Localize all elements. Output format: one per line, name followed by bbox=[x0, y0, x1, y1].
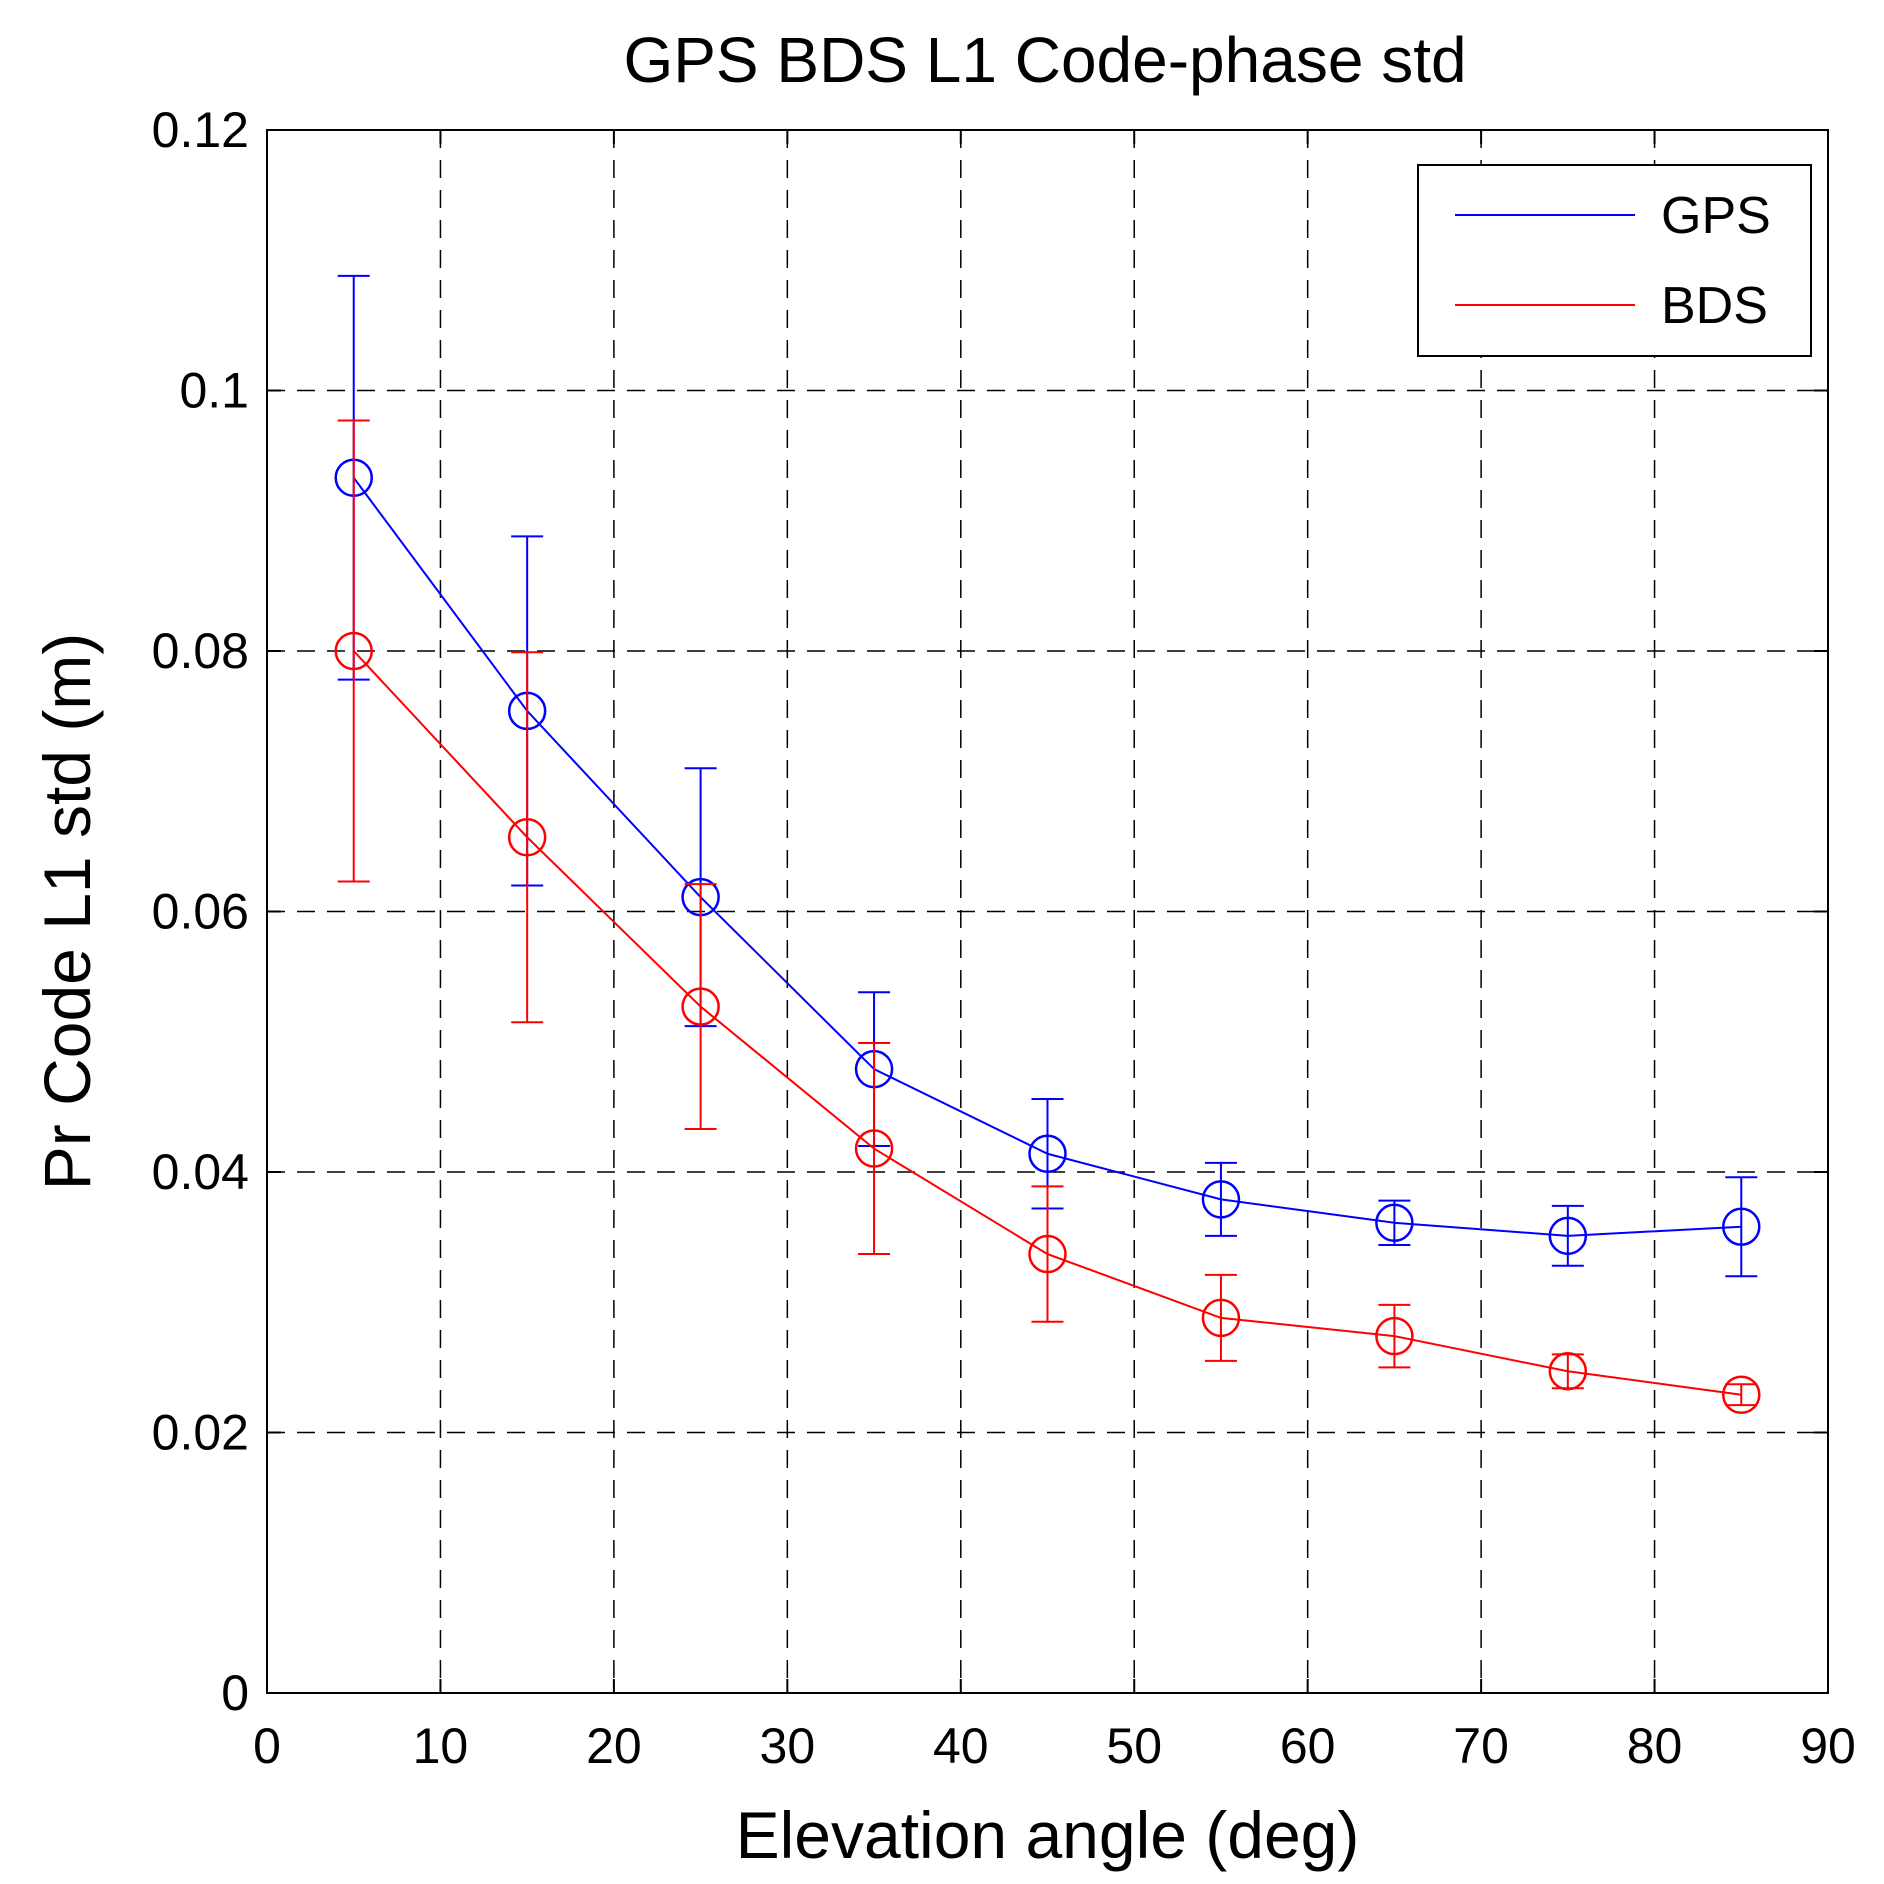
legend-box bbox=[1417, 164, 1812, 357]
y-tick-label: 0.06 bbox=[152, 884, 249, 940]
series-layer bbox=[334, 274, 1761, 1414]
x-tick-label: 10 bbox=[413, 1718, 469, 1774]
data-point bbox=[1722, 1207, 1761, 1246]
y-axis-title: Pr Code L1 std (m) bbox=[30, 633, 104, 1191]
x-tick-label: 40 bbox=[933, 1718, 989, 1774]
y-tick-label: 0.08 bbox=[152, 623, 249, 679]
x-tick-label: 60 bbox=[1280, 1718, 1336, 1774]
legend-label: BDS bbox=[1661, 277, 1768, 335]
legend: GPS BDS bbox=[1417, 164, 1812, 357]
data-point bbox=[681, 987, 720, 1026]
x-tick-label: 90 bbox=[1800, 1718, 1856, 1774]
axis-ticks: 0 10 20 30 40 50 60 70 80 90 0 0.02 0.04 0.06 0.08 0.1 0… bbox=[152, 102, 1856, 1774]
chart-title: GPS BDS L1 Code-phase std bbox=[623, 24, 1466, 96]
series-bds bbox=[334, 419, 1761, 1414]
y-tick-label: 0.02 bbox=[152, 1405, 249, 1461]
x-axis-title: Elevation angle (deg) bbox=[736, 1798, 1360, 1872]
data-point bbox=[1028, 1234, 1067, 1274]
data-point bbox=[1028, 1134, 1067, 1174]
data-point bbox=[1548, 1216, 1588, 1256]
y-tick-label: 0.12 bbox=[152, 102, 249, 158]
data-point bbox=[1548, 1352, 1588, 1391]
data-point bbox=[1375, 1203, 1414, 1243]
y-tick-label: 0.04 bbox=[152, 1144, 249, 1200]
data-point bbox=[1201, 1180, 1241, 1219]
data-point bbox=[1375, 1316, 1414, 1356]
y-tick-label: 0.1 bbox=[179, 363, 249, 419]
x-tick-label: 70 bbox=[1453, 1718, 1509, 1774]
y-tick-label: 0 bbox=[221, 1665, 249, 1721]
data-point bbox=[854, 1129, 894, 1168]
data-point bbox=[334, 631, 373, 671]
x-tick-label: 20 bbox=[586, 1718, 642, 1774]
x-tick-label: 50 bbox=[1106, 1718, 1162, 1774]
legend-label: GPS bbox=[1661, 187, 1771, 245]
grid bbox=[267, 130, 1828, 1693]
x-tick-label: 0 bbox=[253, 1718, 281, 1774]
data-point bbox=[507, 818, 547, 857]
x-tick-label: 30 bbox=[760, 1718, 816, 1774]
data-point bbox=[1722, 1375, 1761, 1414]
data-point bbox=[1201, 1298, 1241, 1338]
x-tick-label: 80 bbox=[1627, 1718, 1683, 1774]
